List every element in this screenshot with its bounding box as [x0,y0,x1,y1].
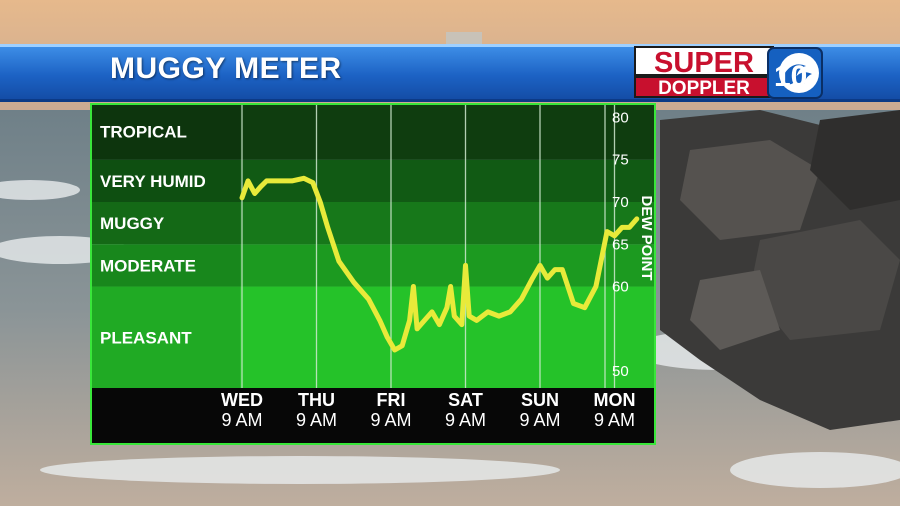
logo-ten-badge: 10 [767,47,823,99]
band-label: TROPICAL [100,122,187,141]
x-tick-time: 9 AM [296,410,337,430]
x-tick-time: 9 AM [370,410,411,430]
logo-doppler-text: DOPPLER [634,76,774,99]
dew-point-line [239,175,640,353]
band-labels: TROPICAL VERY HUMID MUGGY MODERATE PLEASANT [100,122,206,347]
y-tick-label: 60 [612,279,629,296]
dew-point-series [239,175,640,353]
chart-border [90,103,656,445]
x-tick-time: 9 AM [594,410,635,430]
band-label: PLEASANT [100,328,192,347]
y-tick-label: 80 [612,109,629,126]
logo-number: 10 [774,60,807,93]
band-label: VERY HUMID [100,172,206,191]
x-tick-day: MON [594,390,636,410]
x-tick-time: 9 AM [445,410,486,430]
band-label: MUGGY [100,214,165,233]
pier-sign [446,32,482,44]
band-label: MODERATE [100,256,196,275]
y-tick-label: 70 [612,194,629,211]
band-moderate [90,244,656,287]
band-tropical [90,103,656,160]
y-tick-label: 50 [612,363,629,380]
band-label-column [90,202,240,245]
x-tick-time: 9 AM [221,410,262,430]
x-tick-day: FRI [377,390,406,410]
x-tick-day: SUN [521,390,559,410]
page-title: MUGGY METER [110,52,342,85]
rocks [660,110,900,430]
x-tick-day: WED [221,390,263,410]
band-label-column [90,244,240,287]
logo-super-text: SUPER [634,46,774,79]
band-label-column [90,159,240,202]
band-muggy [90,202,656,245]
x-tick-day: SAT [448,390,483,410]
band-very-humid [90,159,656,202]
y-tick-labels: 50 60 65 70 75 80 [612,109,629,380]
band-label-column [90,286,240,388]
y-axis-label: DEW POINT [638,196,655,281]
x-tick-day: THU [298,390,335,410]
humidity-bands [90,103,656,388]
x-axis-band [90,388,656,445]
y-tick-label: 75 [612,152,629,169]
super-doppler-logo: SUPER DOPPLER 10 [628,46,824,100]
y-tick-label: 65 [612,236,629,253]
band-label-column [90,103,240,160]
x-tick-time: 9 AM [519,410,560,430]
